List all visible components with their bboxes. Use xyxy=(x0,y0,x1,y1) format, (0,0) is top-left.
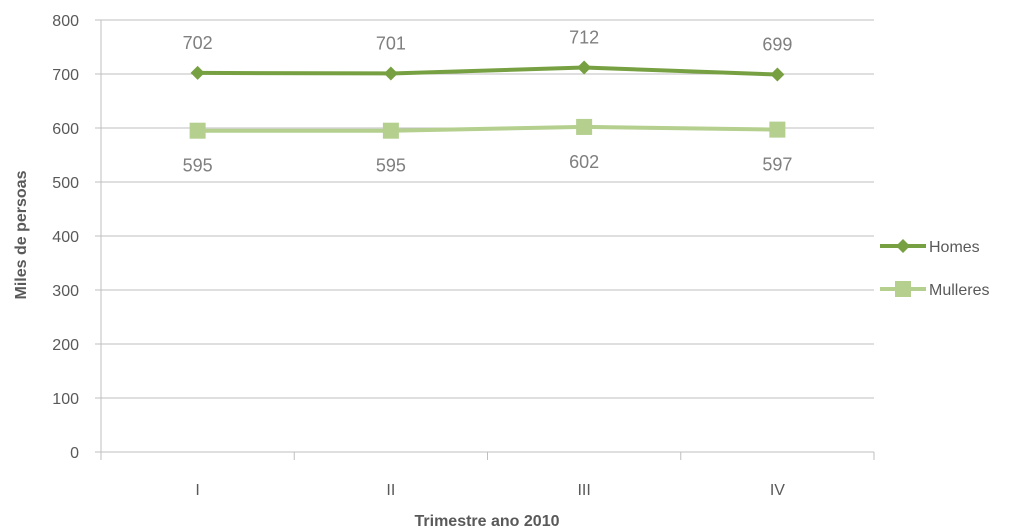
y-tick-label: 700 xyxy=(52,67,79,84)
y-tick-label: 0 xyxy=(70,445,79,462)
data-labels: 702 701 712 699 595 595 602 597 xyxy=(183,28,793,176)
series-line xyxy=(197,65,778,77)
y-tick-label: 600 xyxy=(52,121,79,138)
data-point xyxy=(770,67,785,82)
legend-marker xyxy=(896,239,910,253)
data-label: 712 xyxy=(569,28,599,48)
series-layer xyxy=(189,60,786,139)
y-tick-label: 100 xyxy=(52,391,79,408)
y-axis-title: Miles de persoas xyxy=(13,170,30,299)
data-label: 597 xyxy=(762,155,792,175)
series-mulleres xyxy=(189,118,786,139)
data-point xyxy=(577,60,592,75)
x-tick-label: II xyxy=(386,482,395,499)
gridlines xyxy=(101,19,874,399)
legend-label: Mulleres xyxy=(929,282,989,299)
y-tick-label: 400 xyxy=(52,229,79,246)
data-point xyxy=(382,122,399,139)
x-tick-label: III xyxy=(577,482,590,499)
legend-item-homes: Homes xyxy=(880,239,980,256)
legend-item-mulleres: Mulleres xyxy=(880,281,989,299)
data-point xyxy=(576,118,593,135)
data-label: 699 xyxy=(762,35,792,55)
legend-marker xyxy=(895,281,911,297)
x-tick-labels: I II III IV xyxy=(100,452,875,499)
x-axis-title: Trimestre ano 2010 xyxy=(415,513,560,530)
legend-label: Homes xyxy=(929,239,980,256)
data-label: 595 xyxy=(183,156,213,176)
y-tick-label: 300 xyxy=(52,283,79,300)
legend: Homes Mulleres xyxy=(880,239,989,299)
x-tick-label: IV xyxy=(770,482,785,499)
series-line xyxy=(197,124,778,133)
y-tick-label: 800 xyxy=(52,13,79,30)
x-tick-label: I xyxy=(195,482,199,499)
data-point xyxy=(190,65,205,80)
series-homes xyxy=(190,60,785,82)
y-tick-label: 500 xyxy=(52,175,79,192)
y-tick-label: 200 xyxy=(52,337,79,354)
data-label: 701 xyxy=(376,33,406,53)
data-point xyxy=(383,66,398,81)
y-tick-labels: 0 100 200 300 400 500 600 700 800 xyxy=(52,13,101,462)
data-label: 702 xyxy=(183,33,213,53)
data-label: 595 xyxy=(376,156,406,176)
data-point xyxy=(189,122,206,139)
data-point xyxy=(769,121,786,138)
data-label: 602 xyxy=(569,152,599,172)
